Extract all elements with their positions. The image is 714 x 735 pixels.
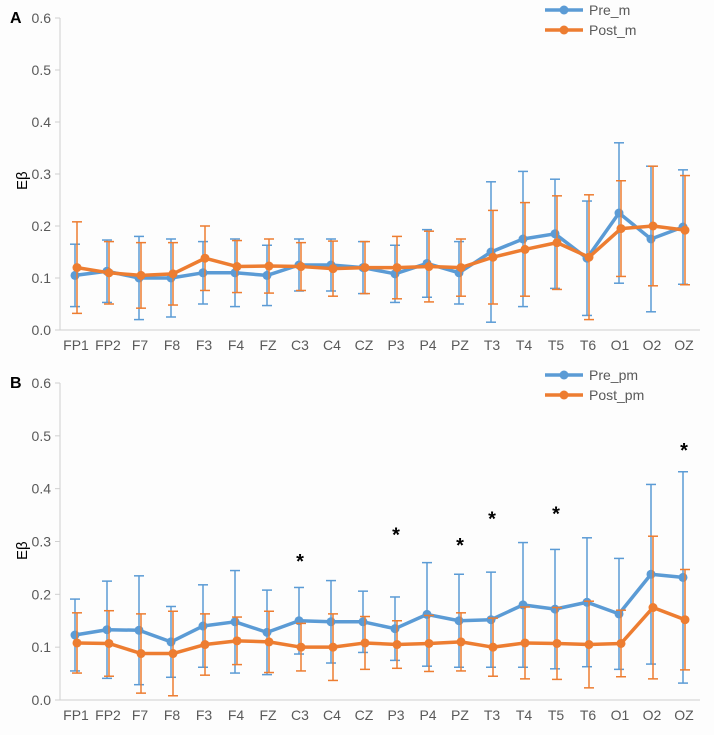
svg-text:PZ: PZ <box>451 707 469 723</box>
svg-text:FZ: FZ <box>259 707 277 723</box>
svg-text:P3: P3 <box>387 707 404 723</box>
svg-text:F7: F7 <box>132 337 149 353</box>
svg-text:O1: O1 <box>611 707 630 723</box>
svg-text:PZ: PZ <box>451 337 469 353</box>
svg-text:CZ: CZ <box>355 337 374 353</box>
panel-B-chart: 0.0 0.1 0.2 0.3 0.4 0.5 0.6 FP1 FP2 F7 F8 F3 F4 FZ C3 C… <box>0 365 714 730</box>
panel-A-label: A <box>10 10 22 28</box>
svg-text:O1: O1 <box>611 337 630 353</box>
svg-text:T6: T6 <box>580 707 597 723</box>
svg-text:C3: C3 <box>291 337 309 353</box>
svg-text:C3: C3 <box>291 707 309 723</box>
svg-text:T4: T4 <box>516 337 533 353</box>
svg-text:C4: C4 <box>323 337 341 353</box>
svg-text:F7: F7 <box>132 707 149 723</box>
svg-text:FP2: FP2 <box>95 707 121 723</box>
svg-text:T5: T5 <box>548 707 565 723</box>
svg-text:F3: F3 <box>196 707 213 723</box>
svg-text:Pre_pm: Pre_pm <box>589 367 638 383</box>
svg-text:0.4: 0.4 <box>32 481 52 497</box>
svg-text:OZ: OZ <box>674 707 694 723</box>
panel-A-chart: 0.0 0.1 0.2 0.3 0.4 0.5 0.6 FP1 FP2 F7 F8 F3 F4 FZ C3 C… <box>0 0 714 360</box>
svg-text:*: * <box>296 551 304 573</box>
panel-B-label: B <box>10 375 22 393</box>
svg-text:0.5: 0.5 <box>32 62 52 78</box>
svg-text:0.1: 0.1 <box>32 270 52 286</box>
svg-text:FZ: FZ <box>259 337 277 353</box>
svg-text:Post_m: Post_m <box>589 22 636 38</box>
svg-text:0.0: 0.0 <box>32 322 52 338</box>
svg-text:F4: F4 <box>228 337 245 353</box>
panel-A-ylabel: Eβ <box>14 171 31 190</box>
svg-text:*: * <box>488 509 496 531</box>
svg-text:F4: F4 <box>228 707 245 723</box>
svg-text:0.4: 0.4 <box>32 114 52 130</box>
svg-text:F8: F8 <box>164 337 181 353</box>
figure-container: A Eβ 0.0 0.1 0.2 0.3 0.4 0.5 0.6 FP1 FP2 F7 F8 F3 F4… <box>0 0 714 735</box>
svg-text:FP1: FP1 <box>63 337 89 353</box>
svg-text:T3: T3 <box>484 337 501 353</box>
panel-B: B Eβ 0.0 0.1 0.2 0.3 0.4 0.5 0.6 FP1 FP2 F7 F8 F3 F4… <box>0 365 714 730</box>
panel-B-ylabel: Eβ <box>14 541 31 560</box>
svg-text:*: * <box>392 525 400 547</box>
svg-text:C4: C4 <box>323 707 341 723</box>
svg-text:0.5: 0.5 <box>32 428 52 444</box>
svg-text:0.3: 0.3 <box>32 534 52 550</box>
svg-text:F8: F8 <box>164 707 181 723</box>
svg-text:*: * <box>456 535 464 557</box>
svg-text:T6: T6 <box>580 337 597 353</box>
svg-text:0.2: 0.2 <box>32 218 52 234</box>
svg-text:0.0: 0.0 <box>32 692 52 708</box>
svg-text:O2: O2 <box>643 337 662 353</box>
svg-text:OZ: OZ <box>674 337 694 353</box>
svg-text:Pre_m: Pre_m <box>589 2 630 18</box>
svg-text:0.6: 0.6 <box>32 10 52 26</box>
svg-text:0.2: 0.2 <box>32 586 52 602</box>
svg-text:*: * <box>552 503 560 525</box>
svg-text:0.6: 0.6 <box>32 375 52 391</box>
svg-text:FP2: FP2 <box>95 337 121 353</box>
panel-A: A Eβ 0.0 0.1 0.2 0.3 0.4 0.5 0.6 FP1 FP2 F7 F8 F3 F4… <box>0 0 714 360</box>
svg-text:F3: F3 <box>196 337 213 353</box>
svg-text:T4: T4 <box>516 707 533 723</box>
svg-text:T3: T3 <box>484 707 501 723</box>
svg-text:T5: T5 <box>548 337 565 353</box>
svg-text:0.1: 0.1 <box>32 639 52 655</box>
svg-text:CZ: CZ <box>355 707 374 723</box>
svg-text:*: * <box>680 440 688 462</box>
svg-text:FP1: FP1 <box>63 707 89 723</box>
svg-text:P3: P3 <box>387 337 404 353</box>
svg-text:0.3: 0.3 <box>32 166 52 182</box>
svg-text:P4: P4 <box>419 707 436 723</box>
svg-text:Post_pm: Post_pm <box>589 387 644 403</box>
svg-text:O2: O2 <box>643 707 662 723</box>
svg-text:P4: P4 <box>419 337 436 353</box>
